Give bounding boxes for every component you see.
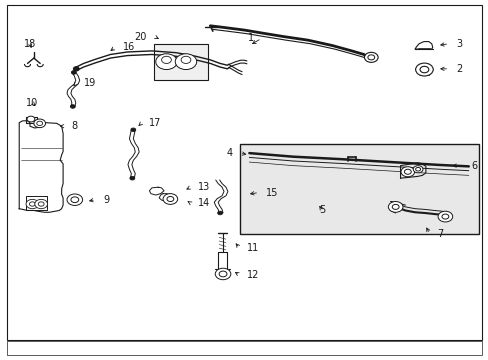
Text: 15: 15 xyxy=(266,188,278,198)
Circle shape xyxy=(364,52,377,62)
Circle shape xyxy=(400,167,414,177)
Text: 14: 14 xyxy=(198,198,210,208)
Circle shape xyxy=(441,214,448,219)
Circle shape xyxy=(391,204,398,210)
Circle shape xyxy=(29,202,35,206)
Text: 2: 2 xyxy=(456,64,462,74)
Circle shape xyxy=(131,128,136,132)
Text: 9: 9 xyxy=(103,195,109,205)
Circle shape xyxy=(181,56,190,63)
Text: 20: 20 xyxy=(134,32,147,41)
Circle shape xyxy=(175,54,196,69)
Text: 18: 18 xyxy=(24,39,36,49)
Circle shape xyxy=(35,199,47,209)
Circle shape xyxy=(27,116,35,122)
Text: 6: 6 xyxy=(470,161,476,171)
Text: 10: 10 xyxy=(26,98,39,108)
Text: 1: 1 xyxy=(247,33,254,43)
Text: Container Assembly, Windshield Washer Solvent: Container Assembly, Windshield Washer So… xyxy=(152,343,336,352)
Circle shape xyxy=(71,71,76,74)
Circle shape xyxy=(37,121,42,126)
Circle shape xyxy=(217,211,222,215)
Text: 16: 16 xyxy=(122,42,135,52)
Text: 23354832: 23354832 xyxy=(226,349,262,355)
Text: 19: 19 xyxy=(83,78,96,88)
Circle shape xyxy=(163,194,177,204)
Circle shape xyxy=(71,197,79,203)
Circle shape xyxy=(38,202,44,206)
Text: 8: 8 xyxy=(71,121,78,131)
Text: 13: 13 xyxy=(198,182,210,192)
Circle shape xyxy=(73,67,79,71)
Circle shape xyxy=(166,197,173,202)
Text: 4: 4 xyxy=(226,148,232,158)
Circle shape xyxy=(367,55,374,60)
Text: 12: 12 xyxy=(246,270,259,280)
Bar xyxy=(154,44,207,80)
Circle shape xyxy=(161,56,171,63)
Text: 5: 5 xyxy=(319,206,325,216)
Circle shape xyxy=(130,176,135,180)
Bar xyxy=(239,144,478,234)
Bar xyxy=(6,341,482,355)
Text: 11: 11 xyxy=(246,243,259,253)
Circle shape xyxy=(412,166,422,173)
Circle shape xyxy=(26,199,39,209)
Circle shape xyxy=(215,268,230,280)
Circle shape xyxy=(415,63,432,76)
Circle shape xyxy=(34,119,45,128)
Text: 17: 17 xyxy=(149,118,162,128)
Circle shape xyxy=(404,169,410,174)
Circle shape xyxy=(437,211,452,222)
Text: 7: 7 xyxy=(436,229,443,239)
Circle shape xyxy=(70,105,75,108)
Circle shape xyxy=(67,194,82,206)
Circle shape xyxy=(415,167,420,171)
Circle shape xyxy=(219,271,226,277)
Circle shape xyxy=(156,54,177,69)
Circle shape xyxy=(419,66,428,73)
Circle shape xyxy=(387,202,402,212)
Text: 3: 3 xyxy=(456,39,462,49)
